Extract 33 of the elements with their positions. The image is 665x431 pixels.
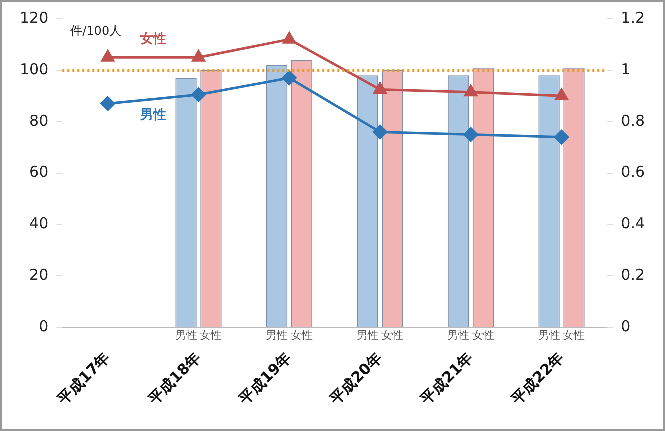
series-label: 女性 [382,329,404,342]
y-tick-label: 80 [30,112,49,130]
x-tick-label: 平成19年 [235,348,296,409]
x-tick-label: 平成18年 [144,348,204,409]
text: 女性 [290,329,313,342]
y2-tick-label: 0.2 [621,266,646,284]
x-tick-label: 平成17年 [54,348,114,409]
y2-tick-label: 0 [621,318,631,336]
text: 男性 [356,329,379,342]
y-axis-title: 件/100人 [70,24,122,38]
x-tick-label: 平成20年 [326,348,386,409]
series-label: 女性 [139,32,166,47]
y2-tick-label: 1.2 [621,8,646,27]
text: 男性 [538,329,560,342]
y-tick-label: 20 [30,266,49,284]
y2-tick-label: 0.4 [621,214,646,233]
text: 女性 [563,329,586,342]
x-tick-label: 平成21年 [416,348,477,409]
y-tick-label: 40 [30,214,49,233]
text: 男性 [175,329,198,342]
text: 女性 [472,329,494,342]
y-tick-label: 100 [20,60,49,78]
y2-tick-label: 1 [621,60,631,78]
text: 男性 [448,329,470,342]
series-label: 男性 [266,329,288,342]
series-label: 男性 [139,108,166,123]
x-tick-label: 平成22年 [507,348,568,409]
y2-tick-label: 0.6 [621,163,646,182]
text: 女性 [200,329,222,342]
y2-tick-label: 0.8 [621,112,646,130]
y-tick-label: 120 [20,8,49,27]
y-tick-label: 0 [39,318,49,336]
y-tick-label: 60 [30,163,49,182]
